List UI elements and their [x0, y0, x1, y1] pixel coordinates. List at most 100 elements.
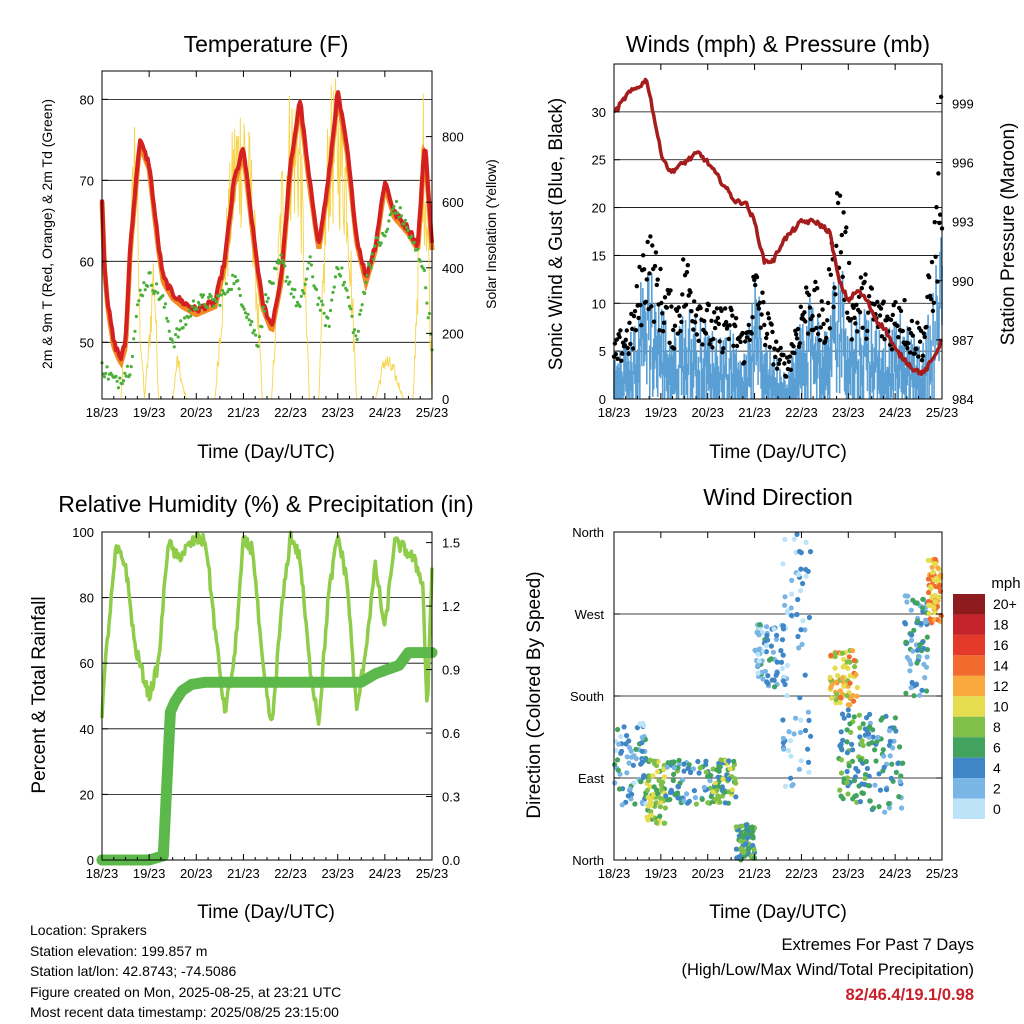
direction-point [839, 650, 845, 656]
direction-point [633, 746, 639, 752]
direction-point [615, 726, 621, 733]
winds-gust-point [917, 339, 923, 344]
humidity-ytick-label: 20 [80, 787, 94, 802]
winds-gust-point [628, 341, 633, 347]
winds-gust-point [651, 319, 657, 324]
direction-point [841, 683, 847, 689]
temperature-dewpoint-point [162, 305, 166, 309]
winds-gust-point [759, 312, 764, 317]
direction-point [866, 731, 872, 737]
winds-wind-series [613, 237, 943, 399]
temperature-dewpoint-point [190, 304, 194, 308]
temperature-dewpoint-point [115, 379, 119, 383]
temperature-dewpoint-series [100, 199, 434, 390]
winds-ytick-label: 15 [592, 248, 606, 263]
direction-point [803, 539, 809, 546]
colorbar-swatch [953, 614, 985, 635]
winds-y2tick-label: 990 [952, 274, 974, 289]
direction-point [911, 693, 917, 699]
temperature-dewpoint-point [125, 364, 129, 368]
winds-gust-point [909, 318, 915, 324]
winds-ytick-label: 30 [592, 105, 606, 120]
temperature-dewpoint-point [149, 283, 154, 287]
temperature-dewpoint-point [340, 266, 344, 270]
direction-point [837, 787, 843, 793]
temperature-dewpoint-point [229, 287, 234, 291]
winds-xlabel: Time (Day/UTC) [709, 442, 847, 463]
temperature-dewpoint-point [353, 328, 357, 332]
winds-xtick-label: 21/23 [738, 405, 771, 420]
direction-point [770, 649, 777, 655]
colorbar-swatch [953, 675, 985, 697]
temperature-dewpoint-point [213, 297, 217, 301]
direction-point [846, 654, 852, 660]
direction-point [863, 758, 869, 765]
winds-gust-point [758, 325, 763, 330]
winds-y2tick-label: 987 [952, 333, 974, 348]
colorbar-swatch [953, 798, 985, 819]
direction-point [874, 738, 880, 745]
direction-point [726, 776, 732, 782]
winds-gust-point [918, 328, 924, 333]
direction-point [755, 670, 761, 676]
temperature-dewpoint-point [368, 263, 372, 267]
winds-gust-point [631, 313, 637, 319]
direction-point [931, 577, 937, 583]
direction-point [784, 692, 790, 699]
direction-point [915, 618, 921, 624]
temperature-dewpoint-point [224, 282, 228, 286]
temperature-dewpoint-point [128, 373, 132, 377]
direction-xlabel: Time (Day/UTC) [709, 902, 847, 923]
temperature-xtick-label: 19/23 [133, 405, 166, 420]
direction-point [841, 656, 847, 662]
temperature-dewpoint-point [346, 295, 350, 299]
temperature-dewpoint-point [233, 275, 237, 279]
direction-point [769, 677, 775, 683]
direction-point [745, 847, 751, 853]
direction-point [854, 684, 860, 691]
temperature-dewpoint-point [245, 315, 249, 319]
winds-gust-point [671, 327, 676, 333]
temperature-xlabel: Time (Day/UTC) [197, 442, 335, 463]
direction-point [908, 637, 915, 644]
temperature-dewpoint-point [422, 268, 426, 272]
temperature-xtick-label: 18/23 [86, 405, 119, 420]
direction-point [881, 753, 887, 759]
temperature-dewpoint-point [294, 304, 298, 308]
winds-gust-point [819, 299, 824, 304]
direction-point [909, 632, 915, 638]
winds-gust-point [932, 220, 937, 225]
winds-gust-point [677, 313, 682, 318]
winds-gust-point [691, 327, 696, 332]
direction-point [908, 685, 914, 691]
humidity-y2tick-label: 0.0 [442, 853, 460, 868]
winds-gust-point [820, 307, 825, 312]
temperature-dewpoint-point [410, 234, 414, 238]
temperature-dewpoint-point [416, 247, 420, 251]
winds-gust-point [717, 339, 722, 344]
temperature-dewpoint-point [122, 379, 126, 383]
direction-point [927, 616, 933, 622]
direction-point [882, 809, 888, 815]
temperature-dewpoint-point [391, 207, 395, 211]
temperature-dewpoint-point [393, 211, 397, 215]
temperature-dewpoint-point [293, 288, 297, 292]
winds-gust-point [646, 306, 651, 312]
direction-point [640, 774, 647, 781]
direction-point [932, 556, 939, 563]
temperature-dewpoint-point [303, 282, 307, 286]
direction-point [681, 761, 687, 767]
humidity-xtick-label: 18/23 [86, 866, 119, 881]
winds-gust-point [754, 274, 760, 280]
direction-point [791, 731, 797, 737]
winds-gust-point [711, 336, 716, 342]
temperature-dewpoint-point [265, 300, 269, 304]
winds-gust-point [815, 286, 820, 291]
direction-point [658, 799, 664, 806]
winds-gust-point [703, 331, 709, 336]
winds-gust-point [821, 321, 826, 327]
direction-point [797, 548, 803, 555]
direction-point [618, 750, 624, 756]
direction-point [886, 805, 893, 811]
winds-gust-point [906, 341, 911, 346]
